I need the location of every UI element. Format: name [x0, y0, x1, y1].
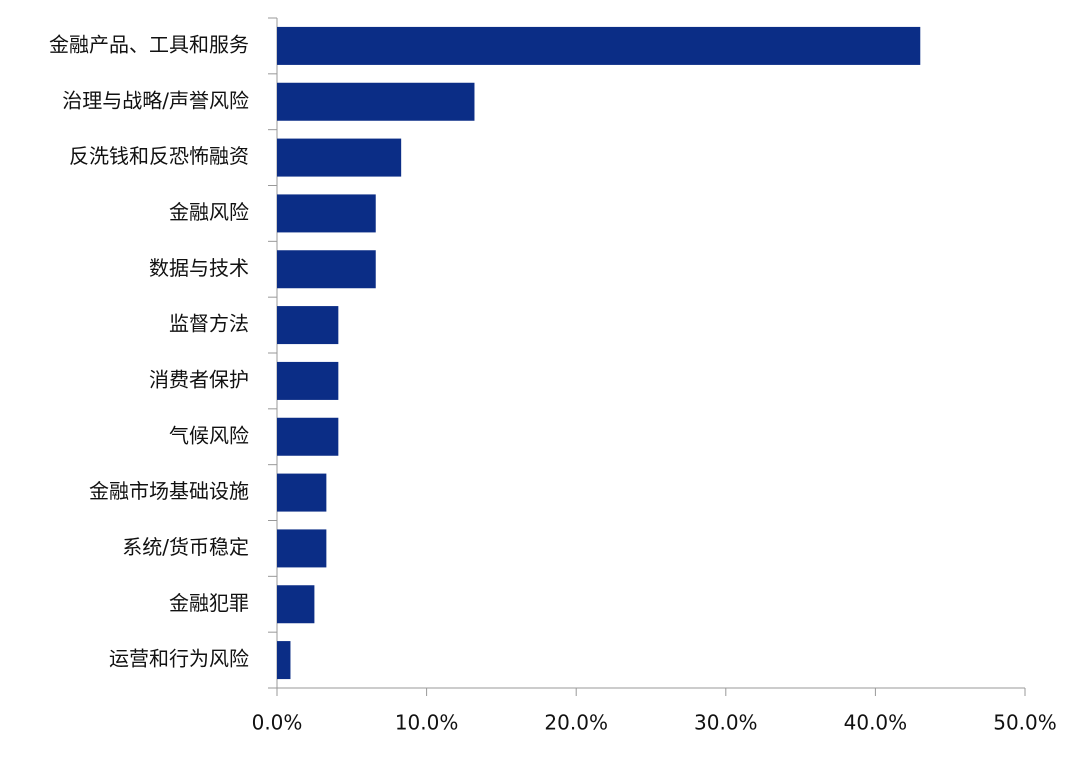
y-tick-label: 气候风险	[169, 423, 249, 447]
y-tick-label: 系统/货币稳定	[122, 535, 249, 559]
x-tick-label: 0.0%	[252, 711, 303, 735]
y-tick-label: 反洗钱和反恐怖融资	[69, 144, 249, 168]
x-tick-label: 10.0%	[395, 711, 459, 735]
x-tick-label: 20.0%	[544, 711, 608, 735]
bar	[277, 473, 327, 512]
bar	[277, 306, 339, 345]
y-tick-label: 消费者保护	[149, 367, 249, 391]
bar	[277, 641, 291, 680]
y-tick-label: 监督方法	[169, 312, 249, 336]
y-tick-label: 金融产品、工具和服务	[49, 32, 249, 56]
x-tick-label: 50.0%	[993, 711, 1057, 735]
y-tick-label: 金融风险	[169, 200, 249, 224]
bar	[277, 82, 475, 121]
bar	[277, 138, 402, 177]
y-tick-label: 金融犯罪	[169, 591, 249, 615]
bar	[277, 529, 327, 568]
bar	[277, 361, 339, 400]
y-tick-label: 运营和行为风险	[109, 647, 249, 671]
x-tick-label: 40.0%	[844, 711, 908, 735]
bar	[277, 585, 315, 624]
x-tick-label: 30.0%	[694, 711, 758, 735]
y-tick-label: 金融市场基础设施	[89, 479, 249, 503]
y-tick-label: 治理与战略/声誉风险	[62, 88, 249, 112]
bar	[277, 26, 921, 65]
bar	[277, 417, 339, 456]
bar	[277, 194, 376, 233]
bar	[277, 250, 376, 289]
y-tick-label: 数据与技术	[149, 256, 249, 280]
